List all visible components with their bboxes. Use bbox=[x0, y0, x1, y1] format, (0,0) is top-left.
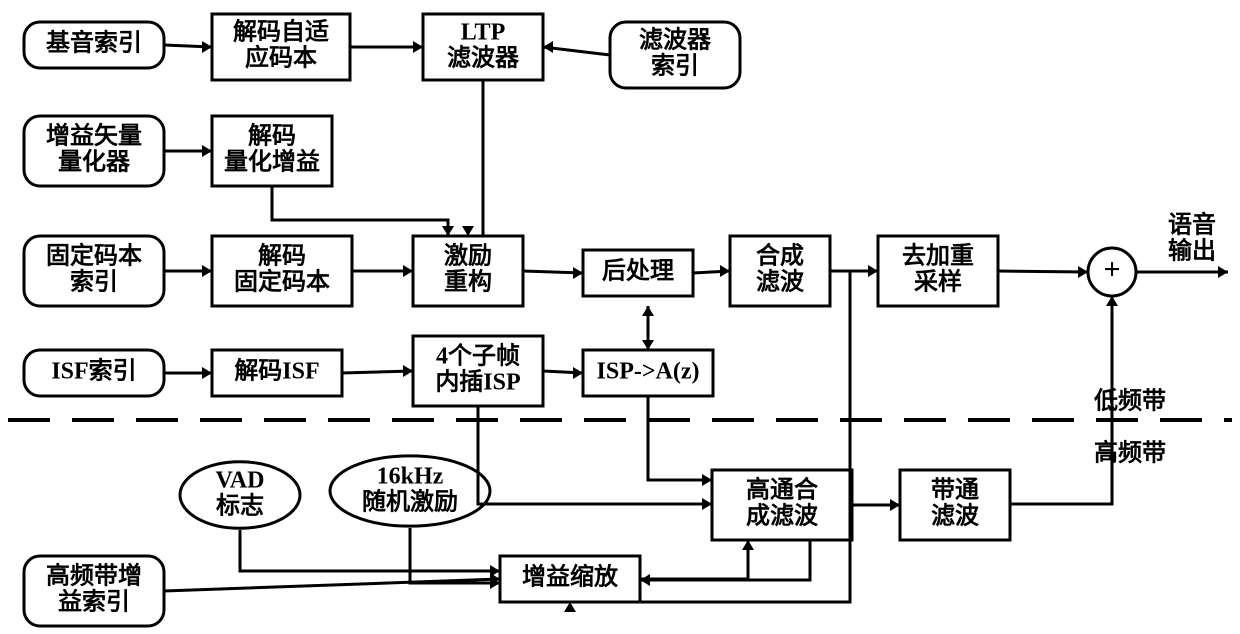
sum: + bbox=[1088, 248, 1136, 296]
synth-line1: 滤波 bbox=[756, 269, 805, 296]
deemph-line1: 采样 bbox=[914, 268, 962, 296]
interp: 4个子帧内插ISP bbox=[413, 336, 543, 406]
isf_idx-line0: ISF索引 bbox=[51, 358, 136, 385]
dec_isf: 解码ISF bbox=[212, 350, 342, 396]
fcb_idx: 固定码本索引 bbox=[24, 236, 164, 306]
bp-line0: 带通 bbox=[931, 477, 979, 504]
out-line0: 语音 bbox=[1168, 211, 1216, 239]
pitch_idx-line0: 基音索引 bbox=[46, 29, 142, 57]
filter_idx-line1: 索引 bbox=[651, 53, 699, 80]
filter_idx: 滤波器索引 bbox=[610, 22, 740, 88]
highband: 高频带 bbox=[1094, 439, 1166, 467]
rand-line1: 随机激励 bbox=[362, 488, 458, 516]
dec_fcb-line0: 解码 bbox=[258, 242, 306, 270]
post: 后处理 bbox=[583, 250, 693, 296]
isf_idx: ISF索引 bbox=[24, 350, 164, 396]
dec_gain-line1: 量化增益 bbox=[224, 148, 320, 176]
dec_fcb-line1: 固定码本 bbox=[234, 268, 330, 296]
gain_scale: 增益缩放 bbox=[500, 556, 640, 602]
ltp-line1: 滤波器 bbox=[447, 45, 520, 72]
vad-line1: 标志 bbox=[216, 493, 264, 520]
gain_vq: 增益矢量量化器 bbox=[24, 116, 164, 186]
ispaz-line0: ISP->A(z) bbox=[597, 359, 700, 385]
hp_synth-line0: 高通合 bbox=[746, 476, 819, 504]
rand-line0: 16kHz bbox=[377, 464, 444, 490]
bp-line1: 滤波 bbox=[931, 503, 980, 530]
interp-line1: 内插ISP bbox=[435, 369, 520, 396]
dec_isf-line0: 解码ISF bbox=[234, 357, 319, 385]
out: 语音输出 bbox=[1168, 211, 1216, 265]
filter_idx-line0: 滤波器 bbox=[639, 27, 712, 54]
dec_acb: 解码自适应码本 bbox=[212, 14, 350, 80]
hp_synth-line1: 成滤波 bbox=[746, 503, 819, 530]
post-line0: 后处理 bbox=[602, 258, 674, 285]
dec_acb-line1: 应码本 bbox=[245, 44, 317, 72]
vad: VAD标志 bbox=[180, 462, 300, 529]
fcb_idx-line1: 索引 bbox=[70, 269, 118, 296]
pitch_idx: 基音索引 bbox=[24, 22, 164, 68]
hf_gain_idx-line0: 高频带增 bbox=[46, 562, 142, 590]
lowband-line0: 低频带 bbox=[1093, 388, 1166, 415]
rand: 16kHz随机激励 bbox=[330, 456, 490, 526]
ltp-line0: LTP bbox=[461, 20, 505, 46]
highband-line0: 高频带 bbox=[1094, 439, 1166, 467]
excite-line1: 重构 bbox=[444, 268, 492, 296]
gain_scale-line0: 增益缩放 bbox=[522, 563, 619, 591]
gain_vq-line0: 增益矢量 bbox=[46, 122, 142, 150]
dec_gain-line0: 解码 bbox=[248, 122, 296, 150]
deemph-line0: 去加重 bbox=[902, 243, 974, 270]
gain_vq-line1: 量化器 bbox=[58, 148, 131, 176]
deemph: 去加重采样 bbox=[878, 236, 998, 306]
hf_gain_idx-line1: 益索引 bbox=[58, 588, 130, 616]
hf_gain_idx: 高频带增益索引 bbox=[24, 556, 164, 626]
bp: 带通滤波 bbox=[900, 470, 1010, 540]
synth-line0: 合成 bbox=[756, 242, 804, 270]
excite-line0: 激励 bbox=[444, 242, 492, 270]
ispaz: ISP->A(z) bbox=[583, 350, 713, 396]
dec_fcb: 解码固定码本 bbox=[212, 236, 352, 306]
out-line1: 输出 bbox=[1168, 237, 1216, 265]
dec_gain: 解码量化增益 bbox=[212, 116, 332, 186]
synth: 合成滤波 bbox=[730, 236, 830, 306]
vad-line0: VAD bbox=[216, 468, 265, 494]
hp_synth: 高通合成滤波 bbox=[712, 470, 852, 540]
fcb_idx-line0: 固定码本 bbox=[46, 242, 142, 270]
lowband: 低频带 bbox=[1093, 388, 1166, 415]
interp-line0: 4个子帧 bbox=[436, 343, 520, 370]
sum-line0: + bbox=[1103, 253, 1120, 286]
excite: 激励重构 bbox=[413, 236, 523, 306]
ltp: LTP滤波器 bbox=[423, 14, 543, 80]
dec_acb-line0: 解码自适 bbox=[233, 18, 329, 46]
